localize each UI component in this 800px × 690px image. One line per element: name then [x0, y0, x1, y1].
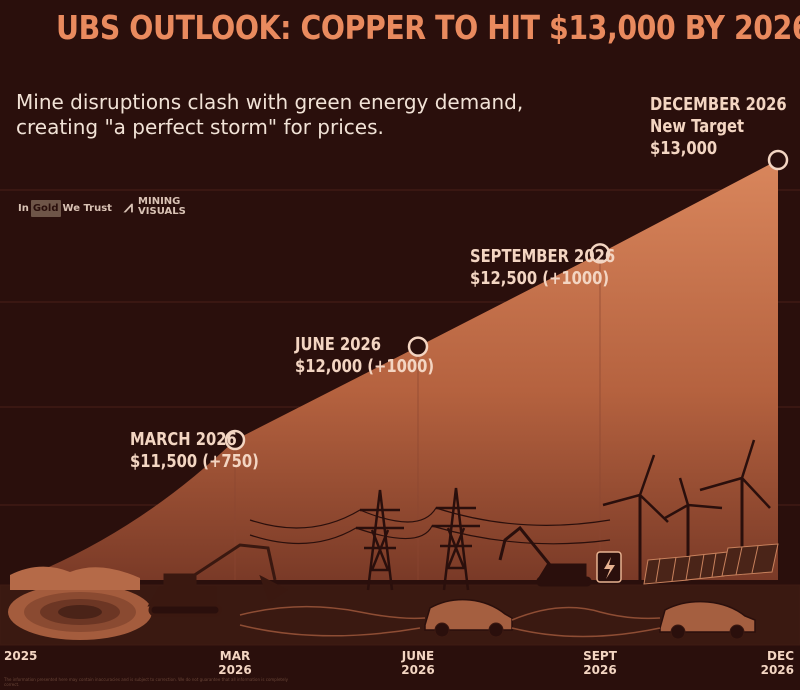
- wind-turbine-icon-1: [602, 454, 669, 580]
- power-cables: [239, 605, 661, 638]
- open-pit-mine-icon: [8, 566, 152, 640]
- point-marker-2: [407, 336, 429, 357]
- electric-car-icon-1: [424, 598, 513, 638]
- point-label-3-line-1: $12,500 (+1000): [470, 268, 609, 289]
- subtitle-line-1: Mine disruptions clash with green energy…: [16, 90, 524, 114]
- excavator-icon-2: [498, 525, 592, 587]
- x-tick-1-line1: MAR: [220, 649, 250, 663]
- electric-car-icon-2: [659, 600, 756, 640]
- industry-scene: [0, 439, 800, 646]
- charging-station-icon: [596, 551, 622, 583]
- x-tick-3-line2: 2026: [583, 663, 616, 677]
- point-label-4-line-0: DECEMBER 2026: [650, 94, 787, 115]
- point-marker-3: [589, 243, 611, 264]
- point-label-1-line-0: MARCH 2026: [130, 429, 237, 450]
- mountain-icon: ⩘: [124, 197, 134, 216]
- point-label-4-line-1: New Target: [650, 116, 744, 137]
- ingoldwetrust-logo: In Gold We Trust: [18, 200, 112, 217]
- mining-visuals-logo: ⩘ MINING VISUALS: [124, 197, 186, 217]
- power-pylon-icon-1: [356, 489, 404, 591]
- footnote: The information presented here may conta…: [4, 677, 288, 687]
- point-label-2-line-0: JUNE 2026: [294, 334, 381, 355]
- solar-panel-icon: [643, 543, 779, 585]
- point-label-4-line-2: $13,000: [650, 138, 717, 159]
- subtitle-line-2: creating "a perfect storm" for prices.: [16, 115, 384, 139]
- point-label-3-line-0: SEPTEMBER 2026: [470, 246, 615, 267]
- point-label-1-line-1: $11,500 (+750): [130, 451, 259, 472]
- price-area: [18, 160, 778, 580]
- mining-visuals-line2: VISUALS: [138, 206, 186, 217]
- point-marker-4: [767, 149, 789, 171]
- x-tick-2-line2: 2026: [401, 663, 434, 677]
- ingold-trust: We Trust: [62, 203, 112, 214]
- ingold-in: In: [18, 203, 29, 214]
- mining-visuals-line1: MINING: [138, 196, 181, 207]
- x-tick-0-line1: 2025: [4, 649, 37, 663]
- x-tick-1-line2: 2026: [218, 663, 251, 677]
- point-markers: [224, 149, 789, 451]
- x-tick-4-line1: DEC: [767, 649, 794, 663]
- chart-title: UBS OUTLOOK: COPPER TO HIT $13,000 BY 20…: [56, 8, 800, 47]
- point-labels: MARCH 2026$11,500 (+750) JUNE 2026$12,000…: [130, 94, 787, 472]
- power-lines: [249, 507, 611, 545]
- quarter-bands: [234, 253, 601, 580]
- x-tick-4-line2: 2026: [761, 663, 794, 677]
- power-pylon-icon-2: [432, 487, 480, 591]
- x-tick-3-line1: SEPT: [583, 649, 618, 663]
- x-tick-2-line1: JUNE: [401, 649, 434, 663]
- excavator-icon: [147, 543, 288, 617]
- point-label-2-line-1: $12,000 (+1000): [295, 356, 434, 377]
- ingold-gold: Gold: [30, 200, 61, 217]
- point-marker-1: [224, 429, 246, 451]
- chart-subtitle: Mine disruptions clash with green energy…: [16, 90, 616, 140]
